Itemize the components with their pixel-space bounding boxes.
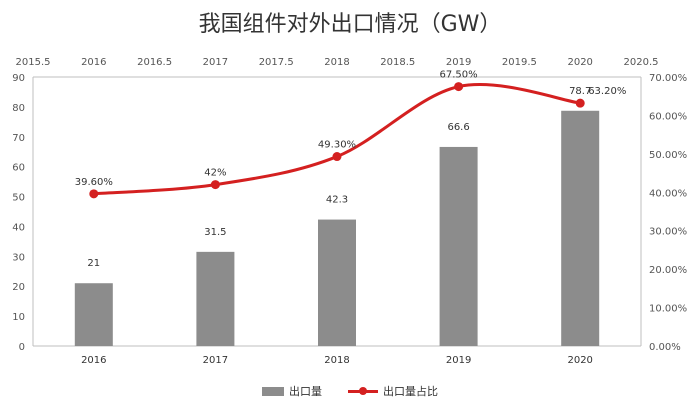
bar xyxy=(561,110,600,346)
top-tick-label: 2018.5 xyxy=(380,57,415,68)
right-tick-label: 10.00% xyxy=(649,304,687,315)
left-tick-label: 0 xyxy=(19,342,25,353)
axes-layer: 0 10 20 30 40 50 60 70 80 90 0.00% 10.00% 20.00% 30.0… xyxy=(12,57,687,366)
left-tick-label: 20 xyxy=(12,282,25,293)
top-tick-label: 2019.5 xyxy=(502,57,537,68)
legend-line-swatch xyxy=(348,386,378,396)
right-tick-label: 30.00% xyxy=(649,227,687,238)
right-tick-label: 60.00% xyxy=(649,111,687,122)
top-tick-label: 2016.5 xyxy=(137,57,172,68)
line-point xyxy=(454,82,464,92)
bar xyxy=(318,219,356,346)
category-label: 2018 xyxy=(324,355,349,366)
bars-layer xyxy=(74,110,600,346)
left-tick-label: 70 xyxy=(12,133,25,144)
bar xyxy=(74,283,113,346)
legend: 出口量 出口量占比 xyxy=(0,383,700,399)
left-tick-label: 80 xyxy=(12,103,25,114)
bar-value-label: 42.3 xyxy=(326,195,348,206)
line-value-label: 49.30% xyxy=(318,140,356,151)
top-tick-label: 2018 xyxy=(324,57,349,68)
left-tick-label: 30 xyxy=(12,252,25,263)
left-tick-label: 90 xyxy=(12,73,25,84)
left-tick-label: 60 xyxy=(12,163,25,174)
top-tick-label: 2019 xyxy=(446,57,471,68)
right-tick-label: 50.00% xyxy=(649,150,687,161)
legend-line-label: 出口量占比 xyxy=(383,385,438,398)
line-point xyxy=(575,98,585,108)
line-value-label: 67.50% xyxy=(440,70,478,81)
line-value-label: 39.60% xyxy=(75,177,113,188)
right-tick-label: 70.00% xyxy=(649,73,687,84)
chart-title: 我国组件对外出口情况（GW） xyxy=(198,12,502,37)
legend-bar-swatch xyxy=(262,386,284,396)
bar xyxy=(196,251,235,346)
labels-layer: 21 31.5 42.3 66.6 78.7 39.60% 42% 49.30% 67.50% 6… xyxy=(75,70,627,270)
bar-value-label: 21 xyxy=(87,258,100,269)
top-tick-label: 2017 xyxy=(203,57,228,68)
bar-value-label: 31.5 xyxy=(204,227,226,238)
line-layer xyxy=(89,82,585,199)
top-tick-label: 2016 xyxy=(81,57,106,68)
bar xyxy=(439,146,478,346)
right-tick-label: 20.00% xyxy=(649,265,687,276)
bar-value-label: 78.7 xyxy=(569,86,591,97)
legend-bar-label: 出口量 xyxy=(289,385,322,398)
line-value-label: 42% xyxy=(204,168,226,179)
top-tick-label: 2020.5 xyxy=(624,57,659,68)
right-tick-label: 40.00% xyxy=(649,188,687,199)
category-label: 2017 xyxy=(203,355,228,366)
left-tick-label: 50 xyxy=(12,193,25,204)
top-tick-label: 2017.5 xyxy=(259,57,294,68)
left-tick-label: 40 xyxy=(12,222,25,233)
chart-svg: 0 10 20 30 40 50 60 70 80 90 0.00% 10.00% 20.00% 30.0… xyxy=(12,57,687,366)
top-tick-label: 2015.5 xyxy=(16,57,51,68)
category-label: 2016 xyxy=(81,355,106,366)
legend-item-bar[interactable]: 出口量 xyxy=(262,383,322,399)
line-point xyxy=(210,180,220,190)
category-label: 2020 xyxy=(567,355,592,366)
left-tick-label: 10 xyxy=(12,312,25,323)
right-tick-label: 0.00% xyxy=(649,342,681,353)
line-value-label: 63.20% xyxy=(588,86,626,97)
category-label: 2019 xyxy=(446,355,471,366)
top-tick-label: 2020 xyxy=(567,57,592,68)
bar-value-label: 66.6 xyxy=(447,122,469,133)
line-point xyxy=(89,189,99,199)
legend-item-line[interactable]: 出口量占比 xyxy=(348,383,438,399)
line-point xyxy=(332,152,342,162)
